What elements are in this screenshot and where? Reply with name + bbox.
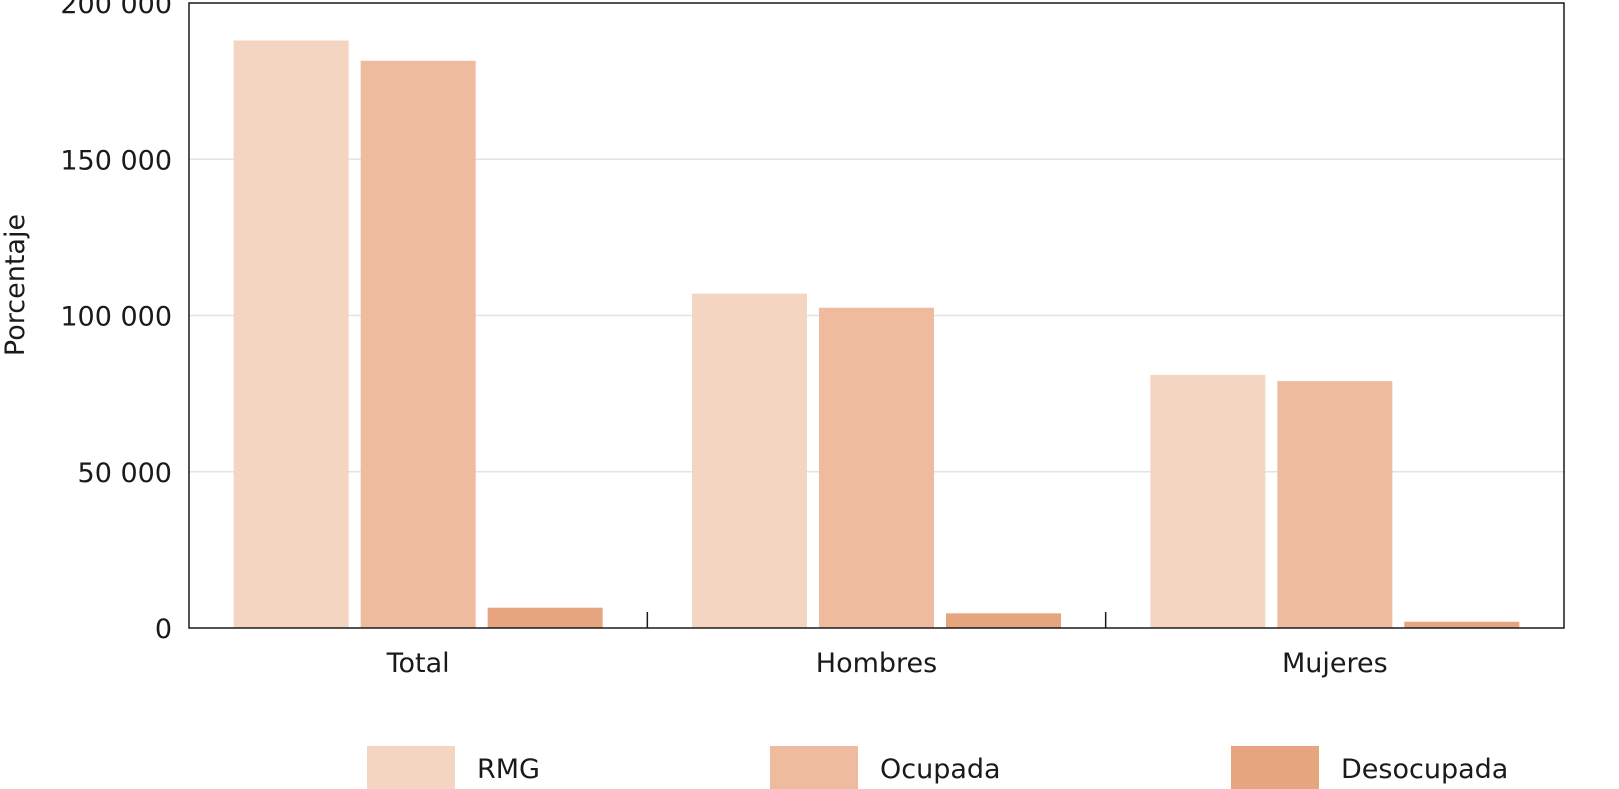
legend: RMG Ocupada Desocupada [367,746,1508,789]
axes [188,2,1565,629]
x-tick-labels: Total Hombres Mujeres [386,648,1388,679]
y-tick-label: 150 000 [60,145,172,176]
bar-desocupada-total [487,607,603,628]
bar-rmg-hombres [692,293,807,628]
y-tick-label: 50 000 [78,458,172,489]
y-tick-labels: 0 50 000 100 000 150 000 200 000 [60,0,172,645]
x-tick-label: Hombres [816,648,937,679]
bar-desocupada-mujeres [1404,621,1520,628]
x-tick-label: Mujeres [1282,648,1388,679]
bar-rmg-mujeres [1150,374,1266,628]
plot-frame [188,2,1565,629]
bar-ocupada-hombres [819,307,934,628]
legend-swatch-desocupada [1231,746,1319,789]
y-tick-label: 100 000 [60,302,172,333]
bar-rmg-total [233,40,349,628]
legend-label-rmg: RMG [477,754,540,785]
bar-ocupada-total [360,60,476,628]
legend-label-ocupada: Ocupada [880,754,1001,785]
y-axis-label: Porcentaje [0,214,31,356]
x-tick-label: Total [386,648,450,679]
legend-swatch-rmg [367,746,455,789]
y-tick-label: 0 [155,614,172,645]
legend-swatch-ocupada [770,746,858,789]
y-tick-label: 200 000 [60,0,172,20]
bar-ocupada-mujeres [1277,381,1393,628]
bar-desocupada-hombres [946,613,1061,628]
bars [233,40,1520,628]
legend-label-desocupada: Desocupada [1341,754,1508,785]
